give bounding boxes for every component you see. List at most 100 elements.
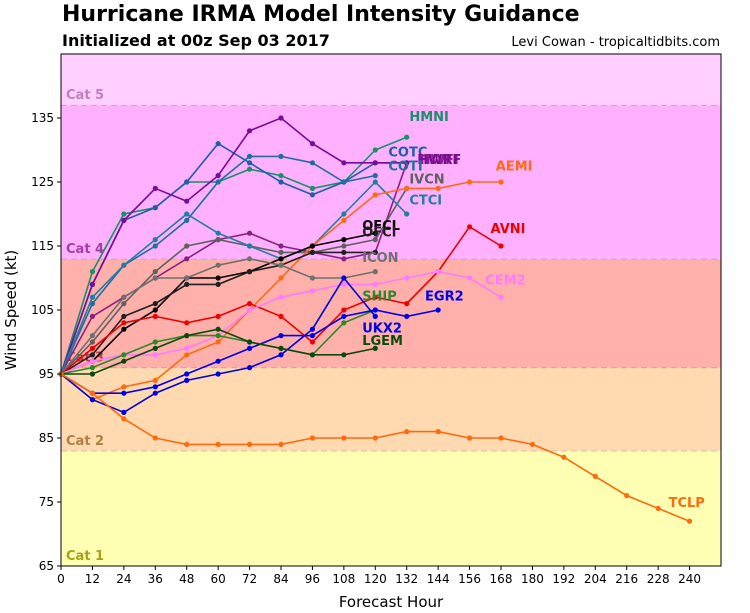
data-point-aemi: [152, 377, 158, 383]
data-point-hwrf: [184, 198, 190, 204]
data-point-hwrf: [121, 217, 127, 223]
data-point-icon: [278, 262, 284, 268]
data-point-aemi: [498, 179, 504, 185]
data-point-hwrf: [89, 281, 96, 287]
data-point-cem2: [372, 281, 378, 287]
data-point-hwfi: [341, 256, 347, 262]
data-point-lgem: [215, 326, 221, 332]
data-point-ofcl: [309, 243, 316, 249]
data-point-lgem: [372, 345, 378, 351]
data-point-cem2: [278, 294, 284, 300]
x-tick-label: 24: [116, 572, 131, 586]
data-point-hwrf: [246, 128, 253, 134]
series-label-ship: SHIP: [362, 289, 397, 304]
series-line-ivcn: [60, 187, 408, 375]
series-label-aemi: AEMI: [496, 159, 533, 174]
series-label-lgem: LGEM: [362, 334, 403, 349]
data-point-ofci: [341, 249, 347, 255]
data-point-egr2: [152, 384, 158, 390]
data-point-avni: [246, 301, 253, 307]
data-point-tclp: [466, 435, 473, 441]
data-point-icon: [89, 333, 96, 339]
data-point-coti: [341, 179, 347, 185]
data-point-ofcl: [341, 237, 347, 243]
data-point-cem2: [498, 294, 504, 300]
data-point-tclp: [309, 435, 316, 441]
data-point-icon: [215, 262, 221, 268]
data-point-ofci: [215, 281, 221, 287]
y-tick-label: 75: [39, 495, 54, 509]
data-point-cem2: [466, 275, 473, 281]
category-band-cat-1: [61, 450, 721, 566]
x-tick-label: 36: [148, 572, 163, 586]
data-point-aemi: [341, 217, 347, 223]
data-point-ofcl: [278, 256, 284, 262]
data-point-ukx2: [341, 275, 347, 281]
data-point-coti: [246, 153, 253, 159]
category-band-cat-5: [61, 54, 721, 106]
series-label-tclp: TCLP: [669, 496, 705, 511]
data-point-hwrf: [215, 173, 221, 179]
series-line-ctci: [60, 180, 408, 375]
data-point-hmni: [246, 166, 253, 172]
data-point-icon: [372, 269, 378, 275]
data-point-tclp: [592, 473, 598, 479]
data-point-ofci: [184, 281, 190, 287]
axes: 0 12 24 36 48 60 72 84 96 108 120 132 144 156 168 180 19…: [2, 53, 722, 611]
data-point-ivcn: [184, 243, 190, 249]
y-tick-label: 125: [31, 175, 54, 189]
series-label-hwfi: HWFI: [420, 153, 459, 168]
data-point-ctci: [372, 179, 378, 185]
data-point-ukx2: [278, 352, 284, 358]
data-point-avni: [372, 294, 378, 300]
data-point-aemi: [435, 185, 441, 191]
y-tick-label: 95: [39, 367, 54, 381]
data-point-avni: [89, 345, 96, 351]
x-tick-label: 108: [332, 572, 355, 586]
x-tick-label: 60: [211, 572, 226, 586]
data-point-aemi: [278, 275, 284, 281]
data-point-hwrf: [152, 185, 158, 191]
data-point-tclp: [435, 429, 441, 435]
data-point-ukx2: [184, 377, 190, 383]
data-point-avni: [278, 313, 284, 319]
data-point-egr2: [215, 358, 221, 364]
data-point-hwfi: [184, 256, 190, 262]
y-tick-label: 65: [39, 559, 54, 573]
data-point-hwrf: [309, 141, 316, 147]
x-tick-label: 132: [395, 572, 418, 586]
data-point-ivcn: [152, 269, 158, 275]
x-tick-label: 216: [615, 572, 638, 586]
data-point-cem2: [309, 288, 316, 294]
series-label-ofci: OFCI: [362, 225, 396, 240]
data-point-ofci: [121, 313, 127, 319]
data-point-ukx2: [89, 397, 96, 403]
data-point-lgem: [121, 358, 127, 364]
data-point-lgem: [278, 345, 284, 351]
data-point-tclp: [121, 416, 127, 422]
data-point-ship: [89, 365, 96, 371]
data-point-ship: [121, 352, 127, 358]
data-point-icon: [246, 256, 253, 262]
data-point-ofcl: [152, 307, 158, 313]
data-point-cotc: [184, 179, 190, 185]
x-tick-label: 144: [427, 572, 450, 586]
data-point-ofci: [152, 301, 158, 307]
data-point-hmni: [89, 269, 96, 275]
category-label: Cat 1: [66, 549, 104, 564]
data-point-cem2: [152, 352, 158, 358]
chart-credit: Levi Cowan - tropicaltidbits.com: [511, 35, 720, 50]
data-point-ctci: [152, 237, 158, 243]
data-point-ctci: [404, 211, 410, 217]
data-point-ofci: [89, 352, 96, 358]
data-point-tclp: [89, 390, 96, 396]
data-point-cem2: [89, 358, 96, 364]
data-point-coti: [184, 217, 190, 223]
data-point-hwrf: [341, 160, 347, 166]
data-point-aemi: [121, 384, 127, 390]
data-point-ofcl: [121, 326, 127, 332]
series-label-ukx2: UKX2: [362, 321, 402, 336]
data-point-ivcn: [89, 339, 96, 345]
